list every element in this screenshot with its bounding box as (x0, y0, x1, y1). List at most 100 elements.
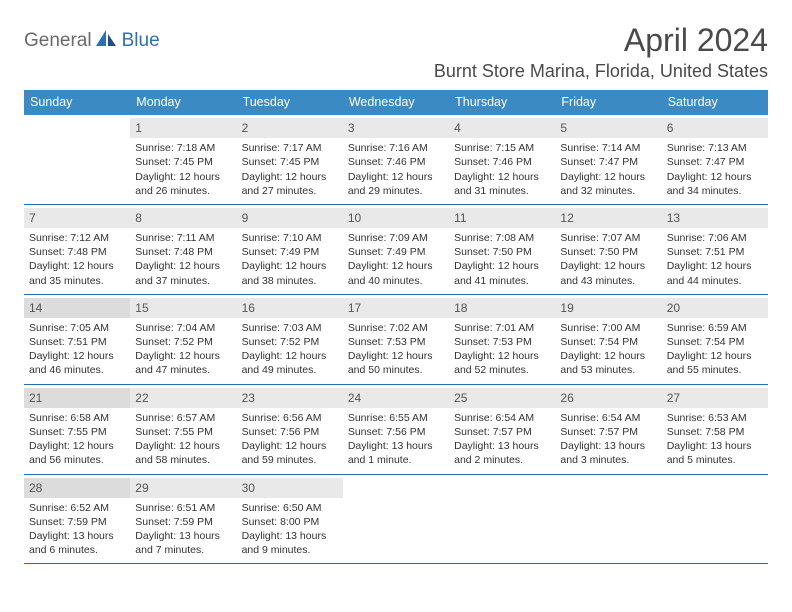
day-cell: 26Sunrise: 6:54 AMSunset: 7:57 PMDayligh… (555, 385, 661, 474)
day-number: 2 (237, 118, 343, 138)
day-number: 23 (237, 388, 343, 408)
sunrise-text: Sunrise: 6:57 AM (135, 411, 231, 425)
day-cell: 10Sunrise: 7:09 AMSunset: 7:49 PMDayligh… (343, 205, 449, 294)
day-cell: 29Sunrise: 6:51 AMSunset: 7:59 PMDayligh… (130, 475, 236, 564)
daylight-text: Daylight: 12 hours and 38 minutes. (242, 259, 338, 287)
day-cell: 12Sunrise: 7:07 AMSunset: 7:50 PMDayligh… (555, 205, 661, 294)
day-cell: 3Sunrise: 7:16 AMSunset: 7:46 PMDaylight… (343, 115, 449, 204)
sunset-text: Sunset: 7:47 PM (667, 155, 763, 169)
sunrise-text: Sunrise: 7:11 AM (135, 231, 231, 245)
sunrise-text: Sunrise: 7:06 AM (667, 231, 763, 245)
day-number: 29 (130, 478, 236, 498)
day-cell: 21 Sunrise: 6:58 AMSunset: 7:55 PMDayligh… (24, 385, 130, 474)
daylight-text: Daylight: 12 hours and 37 minutes. (135, 259, 231, 287)
sunset-text: Sunset: 7:55 PM (29, 425, 125, 439)
day-number: 1 (130, 118, 236, 138)
weekday-header: Thursday (449, 90, 555, 115)
sunrise-text: Sunrise: 6:54 AM (454, 411, 550, 425)
week-row: 14Sunrise: 7:05 AMSunset: 7:51 PMDayligh… (24, 295, 768, 385)
daylight-text: Daylight: 12 hours and 27 minutes. (242, 170, 338, 198)
sunset-text: Sunset: 7:46 PM (454, 155, 550, 169)
page-header: General Blue April 2024 Burnt Store Mari… (24, 22, 768, 82)
daylight-text: Daylight: 13 hours and 1 minute. (348, 439, 444, 467)
daylight-text: Daylight: 12 hours and 59 minutes. (242, 439, 338, 467)
day-cell (343, 475, 449, 564)
day-cell (662, 475, 768, 564)
day-number: 6 (662, 118, 768, 138)
day-number: 30 (237, 478, 343, 498)
day-cell: 19Sunrise: 7:00 AMSunset: 7:54 PMDayligh… (555, 295, 661, 384)
day-cell (24, 115, 130, 204)
daylight-text: Daylight: 13 hours and 2 minutes. (454, 439, 550, 467)
day-number: 27 (662, 388, 768, 408)
day-number: 3 (343, 118, 449, 138)
day-number: 21 (24, 388, 130, 408)
sunset-text: Sunset: 7:49 PM (348, 245, 444, 259)
daylight-text: Daylight: 12 hours and 26 minutes. (135, 170, 231, 198)
day-cell: 11Sunrise: 7:08 AMSunset: 7:50 PMDayligh… (449, 205, 555, 294)
day-cell: 15Sunrise: 7:04 AMSunset: 7:52 PMDayligh… (130, 295, 236, 384)
day-cell: 9Sunrise: 7:10 AMSunset: 7:49 PMDaylight… (237, 205, 343, 294)
sunrise-text: Sunrise: 7:17 AM (242, 141, 338, 155)
weekday-header: Tuesday (237, 90, 343, 115)
sunset-text: Sunset: 7:45 PM (242, 155, 338, 169)
sunset-text: Sunset: 7:56 PM (242, 425, 338, 439)
daylight-text: Daylight: 12 hours and 41 minutes. (454, 259, 550, 287)
sunset-text: Sunset: 7:50 PM (560, 245, 656, 259)
daylight-text: Daylight: 12 hours and 49 minutes. (242, 349, 338, 377)
sunrise-text: Sunrise: 6:50 AM (242, 501, 338, 515)
page-title: April 2024 (434, 22, 768, 59)
daylight-text: Daylight: 12 hours and 56 minutes. (29, 439, 125, 467)
sunset-text: Sunset: 7:52 PM (242, 335, 338, 349)
day-number: 9 (237, 208, 343, 228)
sunrise-text: Sunrise: 6:58 AM (29, 411, 125, 425)
sunset-text: Sunset: 7:52 PM (135, 335, 231, 349)
daylight-text: Daylight: 13 hours and 3 minutes. (560, 439, 656, 467)
day-cell (449, 475, 555, 564)
sunset-text: Sunset: 7:55 PM (135, 425, 231, 439)
sunrise-text: Sunrise: 7:16 AM (348, 141, 444, 155)
sunset-text: Sunset: 7:53 PM (454, 335, 550, 349)
calendar-page: General Blue April 2024 Burnt Store Mari… (0, 0, 792, 564)
daylight-text: Daylight: 12 hours and 44 minutes. (667, 259, 763, 287)
daylight-text: Daylight: 12 hours and 58 minutes. (135, 439, 231, 467)
sunrise-text: Sunrise: 7:00 AM (560, 321, 656, 335)
week-row: 7Sunrise: 7:12 AMSunset: 7:48 PMDaylight… (24, 205, 768, 295)
day-cell: 17Sunrise: 7:02 AMSunset: 7:53 PMDayligh… (343, 295, 449, 384)
day-number: 5 (555, 118, 661, 138)
daylight-text: Daylight: 13 hours and 5 minutes. (667, 439, 763, 467)
sunset-text: Sunset: 7:45 PM (135, 155, 231, 169)
day-cell: 23Sunrise: 6:56 AMSunset: 7:56 PMDayligh… (237, 385, 343, 474)
weekday-header: Friday (555, 90, 661, 115)
day-cell: 25Sunrise: 6:54 AMSunset: 7:57 PMDayligh… (449, 385, 555, 474)
day-cell: 6Sunrise: 7:13 AMSunset: 7:47 PMDaylight… (662, 115, 768, 204)
daylight-text: Daylight: 12 hours and 53 minutes. (560, 349, 656, 377)
week-row: 1Sunrise: 7:18 AMSunset: 7:45 PMDaylight… (24, 115, 768, 205)
sunset-text: Sunset: 7:56 PM (348, 425, 444, 439)
sunset-text: Sunset: 7:46 PM (348, 155, 444, 169)
daylight-text: Daylight: 12 hours and 46 minutes. (29, 349, 125, 377)
day-number: 17 (343, 298, 449, 318)
daylight-text: Daylight: 12 hours and 47 minutes. (135, 349, 231, 377)
week-row: 21Sunrise: 6:58 AMSunset: 7:55 PMDayligh… (24, 385, 768, 475)
daylight-text: Daylight: 12 hours and 31 minutes. (454, 170, 550, 198)
day-number: 8 (130, 208, 236, 228)
sunset-text: Sunset: 7:50 PM (454, 245, 550, 259)
day-cell: 18Sunrise: 7:01 AMSunset: 7:53 PMDayligh… (449, 295, 555, 384)
day-number: 19 (555, 298, 661, 318)
sunset-text: Sunset: 7:47 PM (560, 155, 656, 169)
day-number: 22 (130, 388, 236, 408)
sunset-text: Sunset: 7:53 PM (348, 335, 444, 349)
sunrise-text: Sunrise: 7:01 AM (454, 321, 550, 335)
sunrise-text: Sunrise: 7:15 AM (454, 141, 550, 155)
daylight-text: Daylight: 12 hours and 35 minutes. (29, 259, 125, 287)
sunrise-text: Sunrise: 7:12 AM (29, 231, 125, 245)
sunrise-text: Sunrise: 7:09 AM (348, 231, 444, 245)
day-number: 20 (662, 298, 768, 318)
sunrise-text: Sunrise: 6:52 AM (29, 501, 125, 515)
daylight-text: Daylight: 12 hours and 50 minutes. (348, 349, 444, 377)
day-number: 13 (662, 208, 768, 228)
day-cell: 24Sunrise: 6:55 AMSunset: 7:56 PMDayligh… (343, 385, 449, 474)
day-number: 10 (343, 208, 449, 228)
brand-accent: Blue (122, 30, 160, 52)
